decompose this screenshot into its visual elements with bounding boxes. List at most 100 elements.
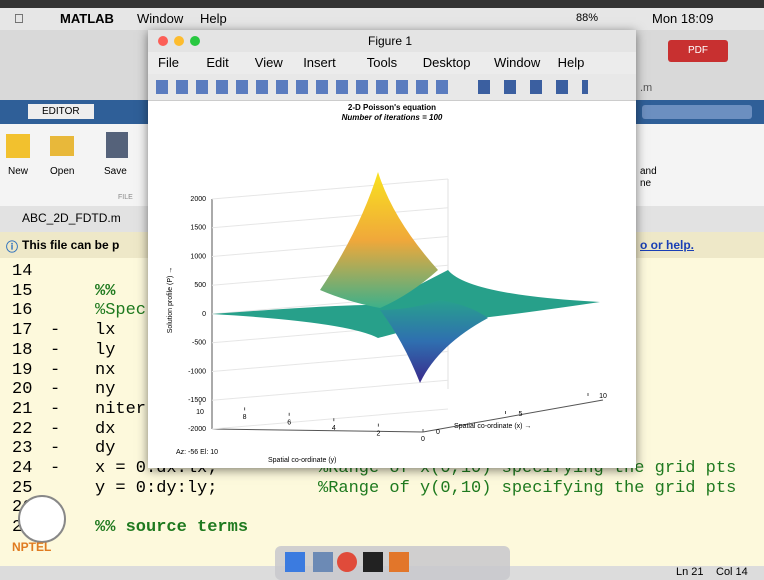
clock: Mon 18:09: [652, 11, 713, 26]
x-tick-label: 5: [519, 411, 523, 418]
screen:  MATLAB Window Help 88% Mon 18:09 .m PD…: [0, 0, 764, 580]
open-icon: [50, 136, 74, 156]
filename-fragment: .m: [640, 82, 652, 94]
minimize-button[interactable]: [174, 36, 184, 46]
dock-icon[interactable]: [313, 552, 333, 572]
z-tick-label: 500: [194, 282, 206, 289]
plot-subtitle: Number of iterations = 100: [342, 113, 443, 122]
status-col: Col 14: [716, 566, 748, 578]
dock-icon[interactable]: [363, 552, 383, 572]
dock-icon[interactable]: [389, 552, 409, 572]
dock-icon[interactable]: [337, 552, 357, 572]
figure-window: Figure 1 File Edit View Insert Tools Desktop W…: [148, 30, 636, 468]
line-number: 17: [12, 321, 32, 340]
menu-item[interactable]: File: [158, 55, 179, 70]
surface-trough: [380, 300, 488, 383]
toolbar-icons: [478, 80, 588, 94]
menu-item[interactable]: Help: [200, 11, 227, 26]
button[interactable]: New: [8, 166, 28, 177]
line-number: 24: [12, 459, 32, 478]
info-link[interactable]: o or help.: [640, 238, 694, 252]
y-tick-label: 0: [421, 436, 425, 443]
menu-item[interactable]: Help: [558, 55, 585, 70]
line-marker: -: [50, 459, 60, 478]
y-tick-label: 4: [332, 425, 336, 432]
menu-item[interactable]: Insert: [303, 55, 336, 70]
close-button[interactable]: [158, 36, 168, 46]
code-text: %%: [95, 282, 115, 301]
code-comment: %Range of y(0,10) specifying the grid pt…: [318, 479, 736, 498]
code-text: dy: [95, 439, 115, 458]
save-icon: [106, 132, 128, 158]
menu-item[interactable]: Desktop: [423, 55, 471, 70]
line-marker: -: [50, 420, 60, 439]
toolbar-icons: [156, 80, 456, 94]
figure-menu: File Edit View Insert Tools Desktop Window Help: [148, 52, 636, 74]
app-name[interactable]: MATLAB: [60, 11, 114, 26]
y-tick-label: 10: [196, 409, 204, 416]
toolbar-icons: [642, 105, 752, 119]
editor-tab[interactable]: EDITOR: [28, 104, 94, 119]
z-tick-label: -1500: [188, 397, 206, 404]
z-grid-line: [212, 208, 448, 228]
status-line: Ln 21: [676, 566, 704, 578]
battery: 88%: [576, 12, 598, 24]
figure-toolbar: [148, 74, 636, 101]
line-number: 18: [12, 341, 32, 360]
figure-titlebar: Figure 1: [148, 30, 636, 52]
z-tick-label: 1000: [190, 253, 206, 260]
z-tick-label: 0: [202, 311, 206, 318]
line-number: 16: [12, 301, 32, 320]
button[interactable]: Open: [50, 166, 74, 177]
line-marker: -: [50, 361, 60, 380]
dock-icon[interactable]: [285, 552, 305, 572]
line-number: 22: [12, 420, 32, 439]
code-text: %% source terms: [95, 518, 248, 537]
x-tick-label: 10: [599, 393, 607, 400]
line-number: 20: [12, 380, 32, 399]
menu-item[interactable]: Window: [137, 11, 183, 26]
code-text: dx: [95, 420, 115, 439]
line-number: 21: [12, 400, 32, 419]
figure-title: Figure 1: [368, 34, 412, 48]
logo: NPTEL: [12, 540, 51, 554]
pdf-icon[interactable]: PDF: [668, 40, 728, 62]
menu-item[interactable]: Window: [494, 55, 540, 70]
y-tick-label: 8: [243, 414, 247, 421]
button[interactable]: Save: [104, 166, 127, 177]
section-label: FILE: [118, 194, 133, 201]
fragment: ne: [640, 178, 651, 189]
z-axis-label: Solution profile (P) →: [167, 267, 174, 334]
menu-item[interactable]: Tools: [367, 55, 397, 70]
menu-item[interactable]: View: [255, 55, 283, 70]
y-axis-label: Spatial co-ordinate (y): [268, 457, 336, 464]
z-tick-label: 2000: [190, 196, 206, 203]
line-marker: -: [50, 400, 60, 419]
line-number: 15: [12, 282, 32, 301]
frame-edge: [0, 0, 764, 8]
box-edge: [212, 429, 423, 432]
z-tick-label: -1000: [188, 368, 206, 375]
x-axis-label: Spatial co-ordinate (x) →: [454, 423, 531, 430]
dock: [275, 546, 510, 580]
z-grid-line: [212, 380, 448, 400]
z-tick-label: -2000: [188, 426, 206, 433]
y-tick-label: 2: [376, 430, 380, 437]
code-text: nx: [95, 361, 115, 380]
code-text: niter: [95, 400, 146, 419]
line-number: 19: [12, 361, 32, 380]
zoom-button[interactable]: [190, 36, 200, 46]
line-marker: -: [50, 321, 60, 340]
code-text: y = 0:dy:ly;: [95, 479, 217, 498]
code-text: %Spec: [95, 301, 146, 320]
code-text: ny: [95, 380, 115, 399]
info-text: This file can be p: [22, 238, 119, 252]
line-number: 23: [12, 439, 32, 458]
x-tick-label: 0: [436, 429, 440, 436]
plot: 2-D Poisson's equation Number of iterati…: [148, 100, 636, 468]
code-text: ly: [95, 341, 115, 360]
menu-item[interactable]: Edit: [206, 55, 228, 70]
logo-emblem: [18, 495, 66, 543]
file-tab[interactable]: ABC_2D_FDTD.m: [22, 211, 121, 225]
code-text: lx: [95, 321, 115, 340]
